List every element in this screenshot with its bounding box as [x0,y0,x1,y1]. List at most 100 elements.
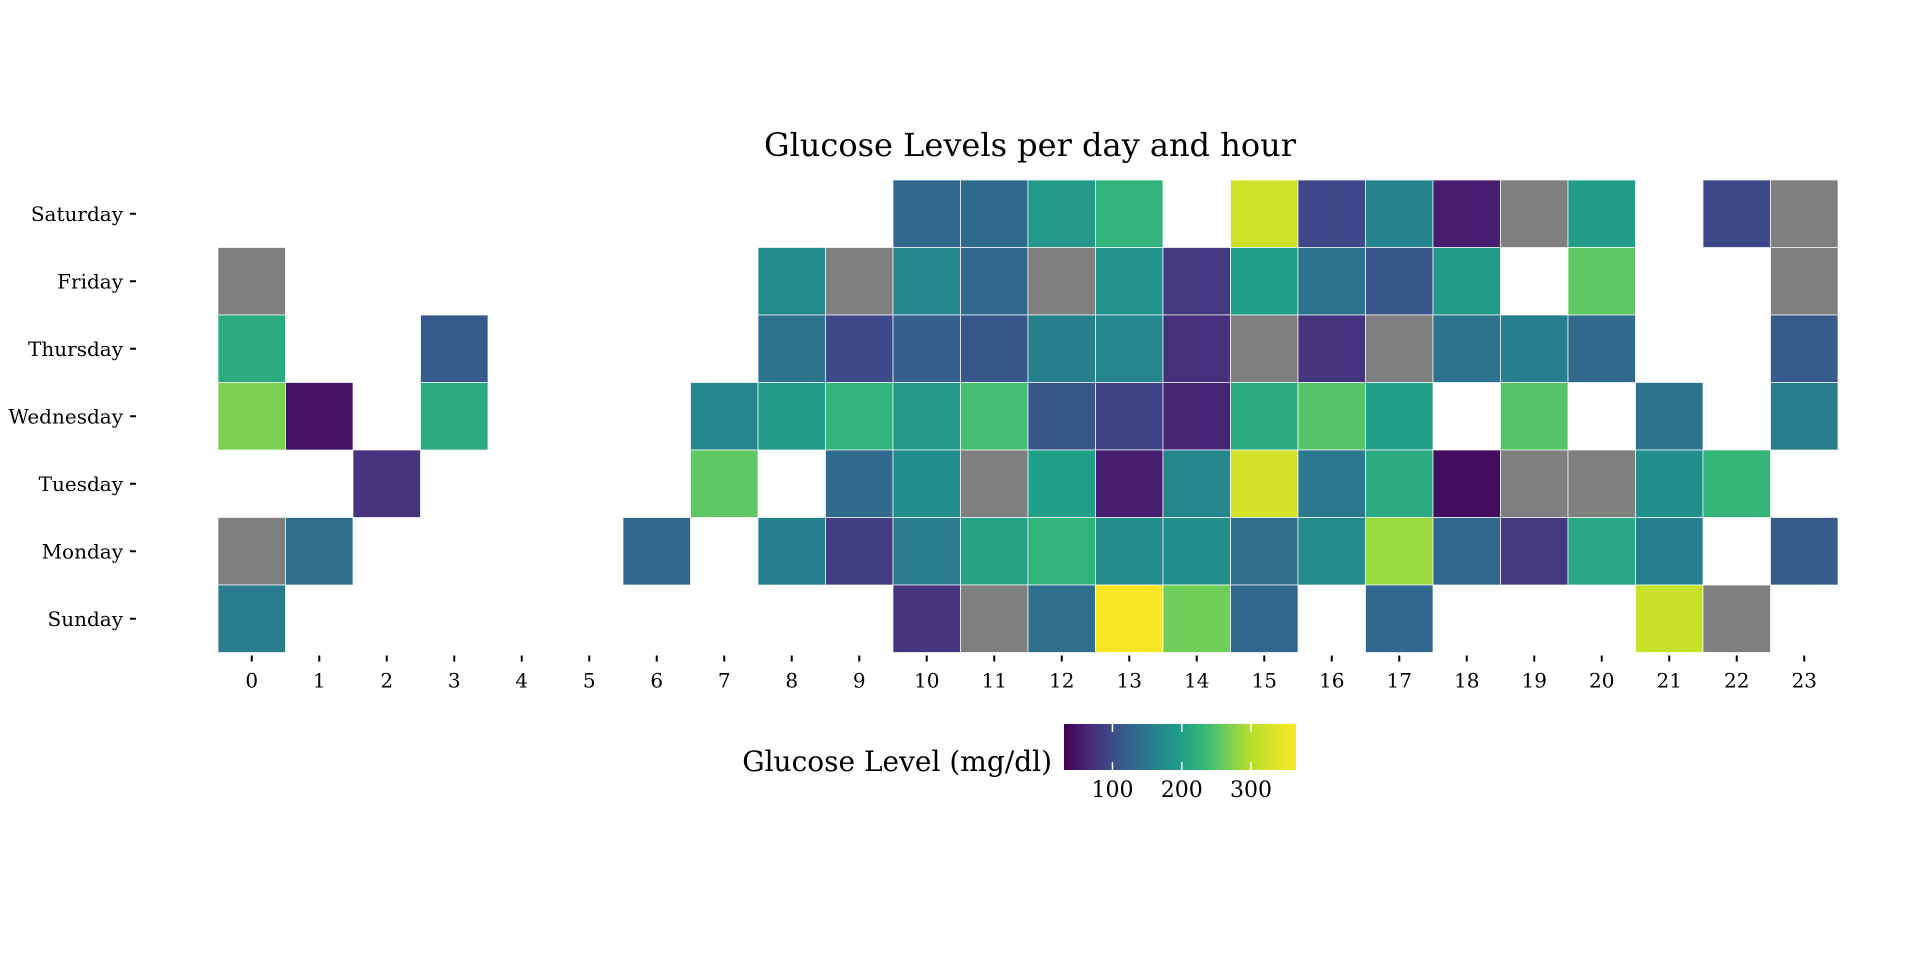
colorbar-tick-label: 100 [1091,778,1133,803]
heatmap-cell [1297,179,1366,248]
heatmap-cell [1230,449,1299,518]
x-tick-label: 14 [1184,669,1209,693]
x-tick-label: 22 [1724,669,1749,693]
heatmap-cell [1297,314,1366,383]
heatmap-cell [960,584,1029,653]
heatmap-cell [1567,517,1636,586]
heatmap-cell [1162,314,1231,383]
heatmap-cell [1567,179,1636,248]
heatmap-cell [892,517,961,586]
heatmap-cell [1095,517,1164,586]
x-tick-label: 23 [1792,669,1817,693]
heatmap-cell [1027,247,1096,316]
heatmap-cell [1162,449,1231,518]
y-tick-label: Tuesday [39,472,124,496]
heatmap-cell [960,517,1029,586]
heatmap-cell [1770,314,1839,383]
heatmap-cell [825,517,894,586]
y-tick-label: Sunday [48,607,124,631]
heatmap-cell [757,382,826,451]
heatmap-cell [892,382,961,451]
heatmap-cell [960,314,1029,383]
heatmap-cell [825,314,894,383]
x-tick-label: 8 [785,669,798,693]
x-tick-label: 0 [245,669,258,693]
heatmap-cell [1500,179,1569,248]
y-tick-label: Saturday [31,202,124,226]
colorbar-legend: Glucose Level (mg/dl) 100 200 300 [742,724,1296,803]
x-tick-label: 15 [1252,669,1277,693]
heatmap-cell [1635,584,1704,653]
heatmap-cell [1500,382,1569,451]
heatmap-cell [1095,247,1164,316]
x-tick-label: 17 [1387,669,1412,693]
x-tick-label: 13 [1117,669,1142,693]
chart-title: Glucose Levels per day and hour [764,126,1297,164]
heatmap-cell [1027,449,1096,518]
heatmap-cell [1230,382,1299,451]
heatmap-cell [1162,247,1231,316]
x-tick-label: 2 [380,669,393,693]
heatmap-cell [1365,314,1434,383]
x-tick-label: 16 [1319,669,1344,693]
heatmap-cell [1162,584,1231,653]
heatmap-cell [1027,179,1096,248]
colorbar-tick-label: 300 [1230,778,1272,803]
heatmap-cell [1702,449,1771,518]
colorbar-tick-label: 200 [1161,778,1203,803]
heatmap-cell [1500,314,1569,383]
heatmap-cell [1162,517,1231,586]
x-tick-label: 19 [1522,669,1547,693]
heatmap-cell [825,382,894,451]
y-tick-label: Wednesday [8,404,123,428]
heatmap-cell [1095,449,1164,518]
heatmap-cell [892,247,961,316]
heatmap-cell [622,517,691,586]
heatmap-cell [1365,179,1434,248]
heatmap-cell [217,382,286,451]
x-tick-label: 11 [982,669,1007,693]
heatmap-cell [1095,314,1164,383]
x-tick-label: 3 [448,669,461,693]
heatmap-cell [352,449,421,518]
heatmap-cell [1297,382,1366,451]
x-tick-label: 18 [1454,669,1479,693]
y-tick-label: Thursday [28,337,124,361]
x-tick-label: 4 [515,669,528,693]
heatmap-cell [960,247,1029,316]
heatmap-cell [1027,382,1096,451]
heatmap-cell [892,449,961,518]
heatmap-cell [1770,247,1839,316]
heatmap-cell [757,517,826,586]
heatmap-cell [892,179,961,248]
heatmap-cell [285,382,354,451]
heatmap-cell [285,517,354,586]
heatmap-cell [1770,517,1839,586]
heatmap-cell [1297,449,1366,518]
heatmap-cell [1297,247,1366,316]
x-tick-label: 12 [1049,669,1074,693]
heatmap-cell [420,382,489,451]
heatmap-cell [1432,314,1501,383]
x-tick-label: 7 [718,669,731,693]
heatmap-cell [1027,584,1096,653]
heatmap-cell [1567,247,1636,316]
heatmap-cell [1432,247,1501,316]
heatmap-cell [1365,247,1434,316]
x-axis: 0 1 2 3 4 5 6 7 8 9 10 11 12 13 14 15 16 17 18 19 20 21 22 23 [245,655,1817,693]
heatmap-cell [1095,179,1164,248]
heatmap-cell [1365,517,1434,586]
x-tick-label: 1 [313,669,326,693]
heatmap-cell [1770,382,1839,451]
heatmap-cell [1297,517,1366,586]
heatmap-cell [1635,517,1704,586]
y-tick-label: Friday [57,269,124,293]
heatmap-cells [217,179,1839,653]
heatmap-cell [217,247,286,316]
heatmap-cell [1365,584,1434,653]
heatmap-cell [960,449,1029,518]
heatmap-cell [1635,382,1704,451]
heatmap-cell [960,382,1029,451]
heatmap-cell [1230,314,1299,383]
heatmap-cell [757,314,826,383]
